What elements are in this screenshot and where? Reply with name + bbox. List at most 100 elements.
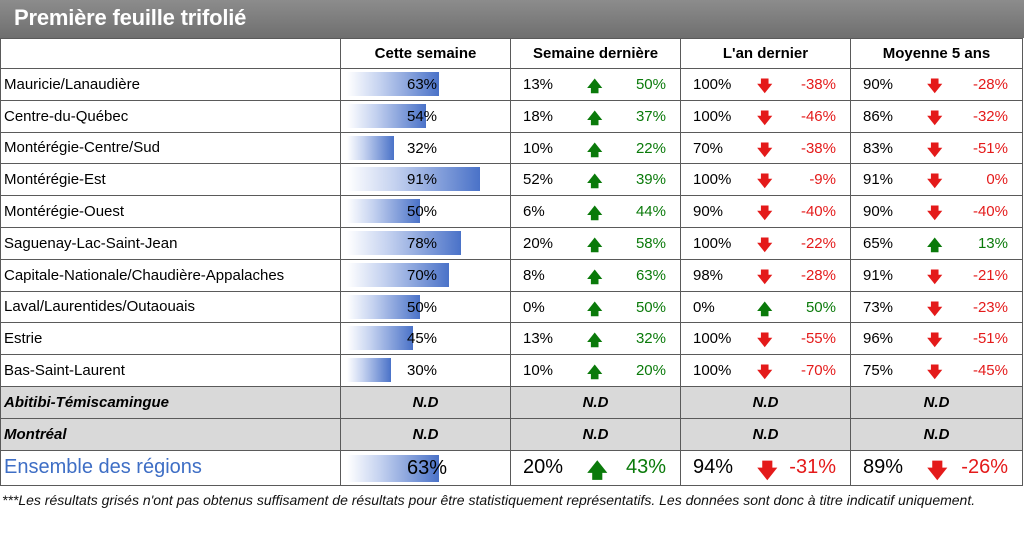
an-dernier-cell: 100% 🡇 -70% bbox=[680, 354, 851, 387]
an-dernier-delta: 50% bbox=[805, 298, 836, 316]
cette-semaine-cell: 30% bbox=[340, 354, 511, 387]
moyenne-5-ans-delta: -21% bbox=[972, 266, 1008, 284]
semaine-derniere-cell: 8% 🡅 63% bbox=[510, 258, 681, 292]
cette-semaine-cell: 70% bbox=[340, 258, 511, 292]
moyenne-5-ans-delta: 0% bbox=[986, 171, 1008, 189]
moyenne-5-ans-delta: 13% bbox=[977, 234, 1008, 252]
cette-semaine-cell: 50% bbox=[340, 195, 511, 228]
moyenne-5-ans-delta: -28% bbox=[972, 76, 1008, 93]
semaine-derniere-delta: 50% bbox=[635, 298, 666, 316]
table-row-grey: Montréal N.D N.D N.D N.D bbox=[0, 417, 1023, 451]
arrow-down-icon: 🡇 bbox=[757, 205, 773, 223]
cette-semaine-value: 45% bbox=[407, 330, 438, 348]
cette-semaine-value: 63% bbox=[407, 76, 438, 93]
arrow-down-icon: 🡇 bbox=[927, 364, 943, 382]
arrow-down-icon: 🡇 bbox=[757, 459, 778, 482]
an-dernier-cell: 100% 🡇 -22% bbox=[680, 226, 851, 260]
moyenne-5-ans-cell: 73% 🡇 -23% bbox=[850, 290, 1023, 324]
page-title: Première feuille trifolié bbox=[14, 5, 247, 30]
arrow-up-icon: 🡅 bbox=[587, 109, 603, 127]
an-dernier-value: 100% bbox=[693, 171, 732, 189]
moyenne-5-ans-delta: -26% bbox=[961, 455, 1008, 478]
cette-semaine-cell: 54% bbox=[340, 99, 511, 133]
semaine-derniere-cell: 20% 🡅 43% bbox=[510, 449, 681, 486]
table-row: Bas-Saint-Laurent 30% 10% 🡅 20% 100% 🡇 -70% 75% 🡇… bbox=[0, 354, 1023, 387]
moyenne-5-ans-value: 75% bbox=[863, 362, 894, 380]
moyenne-5-ans-value: 83% bbox=[863, 139, 894, 157]
semaine-derniere-value: 20% bbox=[523, 234, 554, 252]
cette-semaine-value: 32% bbox=[407, 139, 438, 157]
semaine-derniere-delta: 63% bbox=[635, 266, 666, 284]
semaine-derniere-delta: 37% bbox=[635, 107, 666, 125]
results-table: Cette semaine Semaine dernière L'an dern… bbox=[0, 38, 1023, 486]
semaine-derniere-delta: 44% bbox=[635, 203, 666, 221]
arrow-down-icon: 🡇 bbox=[927, 268, 943, 286]
moyenne-5-ans-cell: 96% 🡇 -51% bbox=[850, 322, 1023, 356]
moyenne-5-ans-delta: -32% bbox=[972, 107, 1008, 125]
cette-semaine-cell: 50% bbox=[340, 290, 511, 324]
region-name: Saguenay-Lac-Saint-Jean bbox=[0, 226, 341, 260]
arrow-down-icon: 🡇 bbox=[757, 173, 773, 191]
region-name: Montérégie-Centre/Sud bbox=[0, 131, 341, 165]
table-row: Mauricie/Lanaudière 63% 13% 🡅 50% 100% 🡇 -38% 90… bbox=[0, 68, 1023, 101]
semaine-derniere-delta: 20% bbox=[635, 362, 666, 380]
table-row: Saguenay-Lac-Saint-Jean 78% 20% 🡅 58% 100% 🡇 -2… bbox=[0, 226, 1023, 260]
region-name: Laval/Laurentides/Outaouais bbox=[0, 290, 341, 324]
an-dernier-delta: -70% bbox=[800, 362, 836, 380]
semaine-derniere-value: 13% bbox=[523, 76, 554, 93]
an-dernier-cell: 100% 🡇 -9% bbox=[680, 163, 851, 197]
region-name: Bas-Saint-Laurent bbox=[0, 354, 341, 387]
an-dernier-value: 100% bbox=[693, 234, 732, 252]
arrow-down-icon: 🡇 bbox=[927, 459, 948, 482]
an-dernier-delta: -22% bbox=[800, 234, 836, 252]
cette-semaine-cell: 45% bbox=[340, 322, 511, 356]
semaine-derniere-value: 13% bbox=[523, 330, 554, 348]
table-row: Laval/Laurentides/Outaouais 50% 0% 🡅 50% 0% 🡅 5… bbox=[0, 290, 1023, 324]
arrow-down-icon: 🡇 bbox=[927, 78, 943, 95]
table-row-grey: Abitibi-Témiscamingue N.D N.D N.D N.D bbox=[0, 385, 1023, 419]
moyenne-5-ans-cell: 91% 🡇 -21% bbox=[850, 258, 1023, 292]
moyenne-5-ans-value: 91% bbox=[863, 266, 894, 284]
semaine-derniere-value: 10% bbox=[523, 362, 554, 380]
nd-value: N.D bbox=[850, 385, 1023, 419]
semaine-derniere-cell: 6% 🡅 44% bbox=[510, 195, 681, 228]
nd-value: N.D bbox=[680, 385, 851, 419]
moyenne-5-ans-value: 86% bbox=[863, 107, 894, 125]
an-dernier-delta: -9% bbox=[809, 171, 836, 189]
an-dernier-cell: 100% 🡇 -55% bbox=[680, 322, 851, 356]
arrow-down-icon: 🡇 bbox=[927, 141, 943, 159]
cette-semaine-value: 50% bbox=[407, 203, 438, 221]
arrow-down-icon: 🡇 bbox=[757, 236, 773, 254]
arrow-down-icon: 🡇 bbox=[927, 300, 943, 318]
an-dernier-cell: 98% 🡇 -28% bbox=[680, 258, 851, 292]
table-row: Centre-du-Québec 54% 18% 🡅 37% 100% 🡇 -46% 86% 🡇 -… bbox=[0, 99, 1023, 133]
semaine-derniere-delta: 32% bbox=[635, 330, 666, 348]
semaine-derniere-value: 18% bbox=[523, 107, 554, 125]
arrow-up-icon: 🡅 bbox=[587, 205, 603, 223]
table-row: Montérégie-Ouest 50% 6% 🡅 44% 90% 🡇 -40% 90% 🡇 -40… bbox=[0, 195, 1023, 228]
semaine-derniere-cell: 52% 🡅 39% bbox=[510, 163, 681, 197]
arrow-down-icon: 🡇 bbox=[757, 364, 773, 382]
an-dernier-value: 100% bbox=[693, 362, 732, 380]
progress-bar bbox=[347, 135, 394, 160]
header-region bbox=[0, 38, 341, 69]
semaine-derniere-value: 0% bbox=[523, 298, 545, 316]
semaine-derniere-cell: 13% 🡅 32% bbox=[510, 322, 681, 356]
an-dernier-value: 98% bbox=[693, 266, 724, 284]
table-row: Montérégie-Centre/Sud 32% 10% 🡅 22% 70% 🡇 -38% 8… bbox=[0, 131, 1023, 165]
moyenne-5-ans-delta: -51% bbox=[972, 330, 1008, 348]
an-dernier-cell: 0% 🡅 50% bbox=[680, 290, 851, 324]
table-row: Capitale-Nationale/Chaudière-Appalaches 7… bbox=[0, 258, 1023, 292]
an-dernier-cell: 100% 🡇 -46% bbox=[680, 99, 851, 133]
progress-bar bbox=[347, 326, 413, 351]
progress-bar bbox=[347, 358, 391, 383]
semaine-derniere-cell: 13% 🡅 50% bbox=[510, 68, 681, 101]
region-name: Montérégie-Ouest bbox=[0, 195, 341, 228]
moyenne-5-ans-cell: 86% 🡇 -32% bbox=[850, 99, 1023, 133]
semaine-derniere-delta: 39% bbox=[635, 171, 666, 189]
cette-semaine-value: 30% bbox=[407, 362, 438, 380]
arrow-up-icon: 🡅 bbox=[587, 78, 603, 95]
semaine-derniere-cell: 20% 🡅 58% bbox=[510, 226, 681, 260]
moyenne-5-ans-value: 90% bbox=[863, 76, 894, 93]
semaine-derniere-value: 8% bbox=[523, 266, 545, 284]
